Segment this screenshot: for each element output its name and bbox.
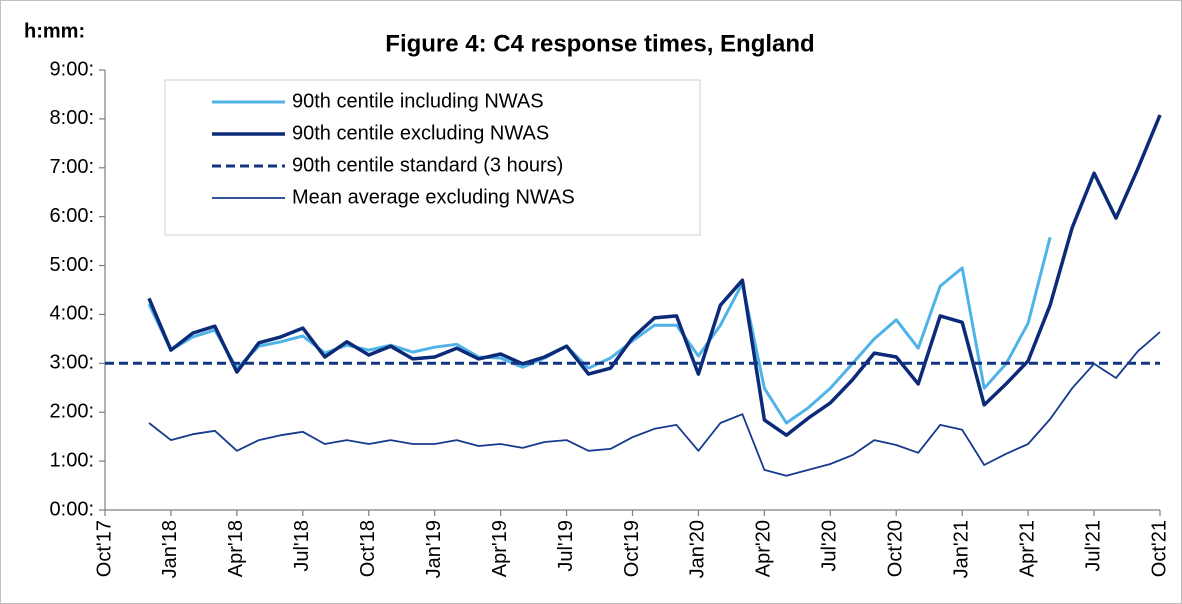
legend-label: Mean average excluding NWAS (292, 186, 575, 208)
x-tick-label: Oct'17 (93, 520, 115, 577)
y-tick-label: 5:00: (50, 254, 94, 276)
y-tick-label: 4:00: (50, 303, 94, 325)
legend-label: 90th centile including NWAS (292, 90, 544, 112)
x-tick-label: Oct'18 (357, 520, 379, 577)
y-tick-label: 9:00: (50, 58, 94, 80)
x-tick-label: Jul'19 (555, 520, 577, 572)
x-tick-label: Apr'20 (753, 520, 775, 577)
x-tick-label: Jan'21 (950, 520, 972, 578)
x-tick-label: Jul'21 (1082, 520, 1104, 572)
x-tick-label: Jul'20 (819, 520, 841, 572)
legend-box (164, 79, 701, 236)
legend-label: 90th centile standard (3 hours) (292, 154, 563, 176)
y-tick-label: 7:00: (50, 156, 94, 178)
y-tick-label: 0:00: (50, 498, 94, 520)
x-tick-label: Jan'18 (159, 520, 181, 578)
x-tick-label: Oct'20 (885, 520, 907, 577)
x-tick-label: Apr'19 (489, 520, 511, 577)
series-line (147, 114, 1162, 437)
y-tick-label: 8:00: (50, 107, 94, 129)
x-tick-label: Jan'19 (423, 520, 445, 578)
chart-title: Figure 4: C4 response times, England (385, 30, 814, 57)
y-axis-title: h:mm: (24, 20, 85, 42)
legend-label: 90th centile excluding NWAS (292, 122, 549, 144)
series-line (148, 331, 1161, 477)
legend: 90th centile including NWAS 90th centile … (164, 79, 701, 236)
y-tick-label: 1:00: (50, 449, 94, 471)
x-tick-label: Oct'19 (621, 520, 643, 577)
y-tick-label: 2:00: (50, 401, 94, 423)
x-tick-label: Jan'20 (687, 520, 709, 578)
x-tick-label: Apr'21 (1016, 520, 1038, 577)
y-tick-label: 3:00: (50, 352, 94, 374)
x-tick-label: Jul'18 (291, 520, 313, 572)
x-tick-label: Oct'21 (1148, 520, 1170, 577)
x-tick-label: Apr'18 (225, 520, 247, 577)
y-tick-label: 6:00: (50, 205, 94, 227)
